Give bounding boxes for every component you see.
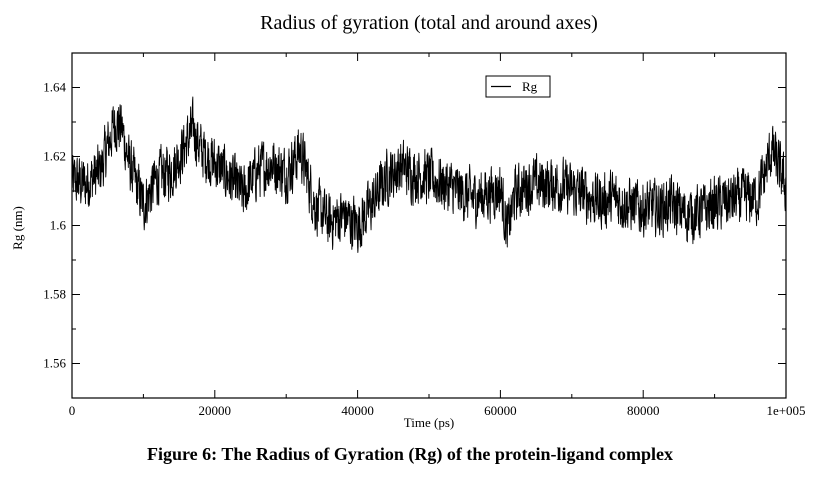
- x-axis-ticks: 0 20000 40000 60000 80000 1e+005: [69, 53, 806, 418]
- series-line-rg: [71, 96, 787, 253]
- x-tick-label: 1e+005: [766, 403, 805, 418]
- legend-label-rg: Rg: [522, 79, 538, 94]
- y-axis-label: Rg (nm): [10, 206, 25, 250]
- x-tick-label: 40000: [341, 403, 374, 418]
- y-tick-label: 1.62: [43, 149, 66, 164]
- y-axis-label-group: Rg (nm): [10, 206, 25, 250]
- legend: Rg: [485, 75, 551, 98]
- x-tick-label: 80000: [627, 403, 660, 418]
- series-layer: [71, 96, 787, 253]
- x-tick-label: 0: [69, 403, 76, 418]
- y-tick-label: 1.56: [43, 356, 66, 371]
- y-tick-label: 1.64: [43, 80, 66, 95]
- y-tick-label: 1.58: [43, 287, 66, 302]
- y-axis-ticks: 1.56 1.58 1.6 1.62 1.64: [43, 52, 786, 399]
- plot-frame: [71, 52, 787, 399]
- x-tick-label: 20000: [199, 403, 232, 418]
- y-tick-label: 1.6: [50, 218, 67, 233]
- x-axis-label: Time (ps): [404, 415, 454, 430]
- x-tick-label: 60000: [484, 403, 517, 418]
- figure-caption: Figure 6: The Radius of Gyration (Rg) of…: [147, 444, 673, 464]
- legend-box: [485, 75, 551, 98]
- chart-title: Radius of gyration (total and around axe…: [260, 12, 598, 34]
- rg-line-chart: Radius of gyration (total and around axe…: [10, 12, 806, 430]
